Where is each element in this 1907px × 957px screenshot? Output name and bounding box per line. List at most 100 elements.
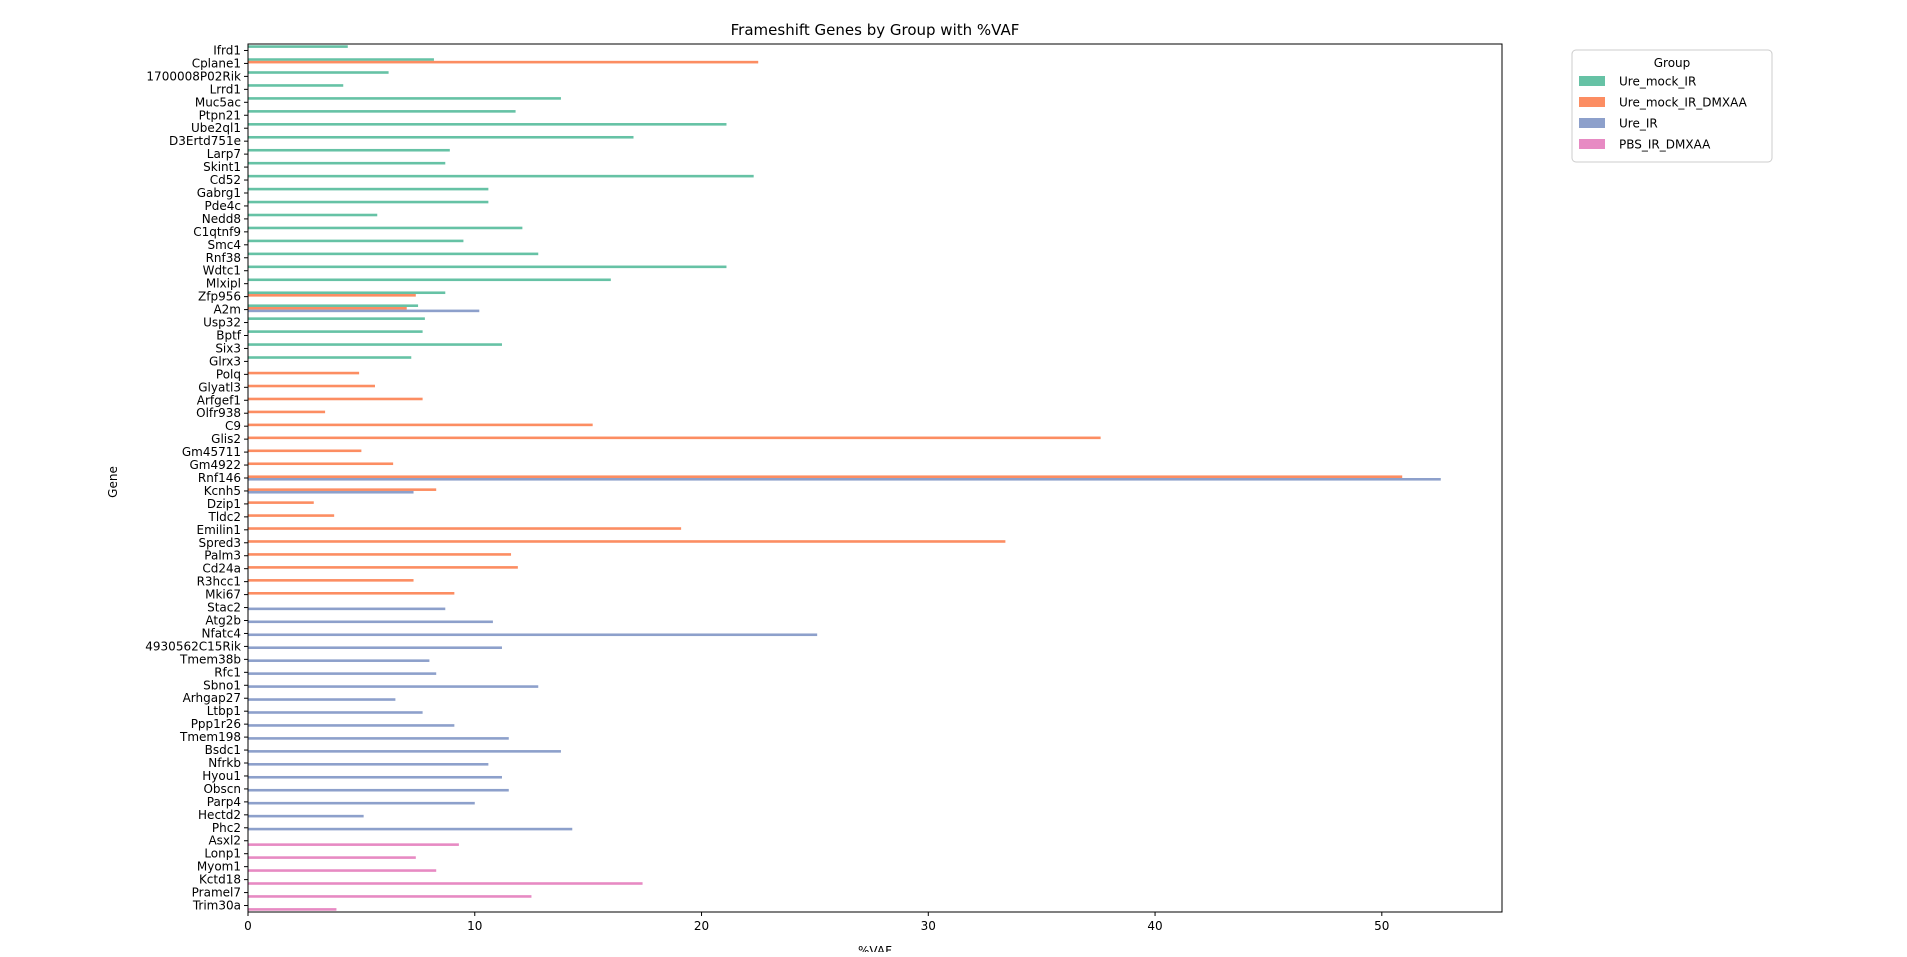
bar-A2m-Ure_mock_IR_DMXAA xyxy=(248,306,407,310)
plot-frame xyxy=(247,43,1503,913)
x-tick-label: 10 xyxy=(467,919,482,933)
bar-Ptpn21-Ure_mock_IR xyxy=(248,110,516,113)
bar-Olfr938-Ure_mock_IR_DMXAA xyxy=(248,410,326,414)
x-axis-ticks: 0 10 20 30 40 50 xyxy=(244,912,1389,933)
y-tick-label: Skint1 xyxy=(203,160,241,174)
bar-Trim30a-PBS_IR_DMXAA xyxy=(248,908,337,911)
y-tick-label: C9 xyxy=(225,419,241,433)
y-tick-label: Usp32 xyxy=(203,316,241,330)
bar-Ltbp1-Ure_IR xyxy=(248,711,423,714)
y-axis-ticks: Ifrd1Cplane11700008P02RikLrrd1Muc5acPtpn… xyxy=(145,43,248,913)
bar-Wdtc1-Ure_mock_IR xyxy=(248,265,727,269)
bar-Ube2ql1-Ure_mock_IR xyxy=(248,123,727,126)
bar-Glis2-Ure_mock_IR_DMXAA xyxy=(248,436,1101,440)
y-tick-label: Ltbp1 xyxy=(207,704,241,718)
y-tick-label: Cd24a xyxy=(202,562,241,576)
y-tick-label: Arhgap27 xyxy=(183,691,241,705)
y-tick-label: Ppp1r26 xyxy=(191,717,241,731)
bar-Tmem38b-Ure_IR xyxy=(248,659,430,662)
bar-Usp32-Ure_mock_IR xyxy=(248,317,425,320)
y-tick-label: Pde4c xyxy=(205,199,241,213)
y-tick-label: Bptf xyxy=(216,328,242,342)
legend: Group Ure_mock_IR Ure_mock_IR_DMXAA Ure_IR… xyxy=(1571,49,1773,163)
bar-Pramel7-PBS_IR_DMXAA xyxy=(248,895,532,898)
y-tick-label: Nfatc4 xyxy=(202,626,242,640)
y-tick-label: Gm45711 xyxy=(182,445,241,459)
bar-Obscn-Ure_IR xyxy=(248,788,509,792)
bar-A2m-Ure_mock_IR xyxy=(248,304,419,307)
bar-Phc2-Ure_IR xyxy=(248,827,573,831)
bar-Glrx3-Ure_mock_IR xyxy=(248,356,412,359)
bar-Smc4-Ure_mock_IR xyxy=(248,239,464,243)
bar-Mlxipl-Ure_mock_IR xyxy=(248,278,611,282)
y-tick-label: Asxl2 xyxy=(208,834,241,848)
bar-Pde4c-Ure_mock_IR xyxy=(248,200,489,204)
chart-title: Frameshift Genes by Group with %VAF xyxy=(731,21,1020,39)
y-tick-label: Ptpn21 xyxy=(199,108,241,122)
bar-Hyou1-Ure_IR xyxy=(248,775,502,779)
y-tick-label: A2m xyxy=(213,303,241,317)
bar-D3Ertd751e-Ure_mock_IR xyxy=(248,135,634,139)
y-tick-label: Six3 xyxy=(215,341,241,355)
y-tick-label: Phc2 xyxy=(212,821,241,835)
y-tick-label: Wdtc1 xyxy=(203,264,241,278)
bar-C9-Ure_mock_IR_DMXAA xyxy=(248,423,593,427)
y-tick-label: Muc5ac xyxy=(195,95,241,109)
legend-title: Group xyxy=(1654,56,1691,70)
x-tick-label: 20 xyxy=(694,919,709,933)
bar-Cd52-Ure_mock_IR xyxy=(248,174,754,178)
y-tick-label: 4930562C15Rik xyxy=(145,639,241,653)
bar-Polq-Ure_mock_IR_DMXAA xyxy=(248,371,360,375)
y-tick-label: Ifrd1 xyxy=(213,43,241,57)
y-tick-label: Gabrg1 xyxy=(197,186,241,200)
bar-Gm45711-Ure_mock_IR_DMXAA xyxy=(248,449,362,453)
legend-label: Ure_IR xyxy=(1619,117,1658,131)
bar-Sbno1-Ure_IR xyxy=(248,685,539,688)
y-tick-label: Mlxipl xyxy=(206,277,241,291)
y-tick-label: Bsdc1 xyxy=(205,743,241,757)
y-tick-label: D3Ertd751e xyxy=(169,134,241,148)
y-tick-label: Ube2ql1 xyxy=(191,121,241,135)
y-tick-label: Palm3 xyxy=(204,549,241,563)
bar-C1qtnf9-Ure_mock_IR xyxy=(248,226,523,230)
bar-Zfp956-Ure_mock_IR xyxy=(248,291,446,295)
y-tick-label: Atg2b xyxy=(205,614,241,628)
x-axis-label: %VAF xyxy=(858,944,892,952)
y-tick-label: Glis2 xyxy=(211,432,241,446)
y-tick-label: Polq xyxy=(216,367,241,381)
y-tick-label: R3hcc1 xyxy=(197,575,241,589)
bar-Spred3-Ure_mock_IR_DMXAA xyxy=(248,540,1006,543)
y-tick-label: C1qtnf9 xyxy=(193,225,241,239)
bar-Palm3-Ure_mock_IR_DMXAA xyxy=(248,553,512,556)
bars-layer xyxy=(248,45,1441,911)
bar-A2m-Ure_IR xyxy=(248,309,480,313)
bar-Nedd8-Ure_mock_IR xyxy=(248,213,378,217)
bar-Cplane1-Ure_mock_IR_DMXAA xyxy=(248,60,759,64)
bar-Atg2b-Ure_IR xyxy=(248,620,493,624)
bar-Kcnh5-Ure_mock_IR_DMXAA xyxy=(248,488,437,491)
bar-Dzip1-Ure_mock_IR_DMXAA xyxy=(248,501,314,504)
y-tick-label: Tmem198 xyxy=(179,730,241,744)
bar-Kcnh5-Ure_IR xyxy=(248,490,414,494)
y-tick-label: Larp7 xyxy=(207,147,241,161)
x-tick-label: 0 xyxy=(244,919,252,933)
bar-Tmem198-Ure_IR xyxy=(248,737,509,740)
legend-swatch xyxy=(1579,76,1605,86)
bar-Gabrg1-Ure_mock_IR xyxy=(248,187,489,191)
bar-Ppp1r26-Ure_IR xyxy=(248,724,455,727)
y-tick-label: Glrx3 xyxy=(209,354,241,368)
y-tick-label: Obscn xyxy=(203,782,241,796)
bar-Emilin1-Ure_mock_IR_DMXAA xyxy=(248,527,682,530)
legend-label: Ure_mock_IR_DMXAA xyxy=(1619,96,1748,110)
bar-Gm4922-Ure_mock_IR_DMXAA xyxy=(248,462,394,466)
bar-Lonp1-PBS_IR_DMXAA xyxy=(248,856,416,859)
bar-Cplane1-Ure_mock_IR xyxy=(248,58,434,61)
y-tick-label: Nfrkb xyxy=(208,756,241,770)
y-tick-label: Emilin1 xyxy=(196,523,241,537)
bar-Ifrd1-Ure_mock_IR xyxy=(248,45,348,48)
bar-Kctd18-PBS_IR_DMXAA xyxy=(248,882,643,885)
y-tick-label: Parp4 xyxy=(207,795,241,809)
bar-Asxl2-PBS_IR_DMXAA xyxy=(248,843,459,846)
